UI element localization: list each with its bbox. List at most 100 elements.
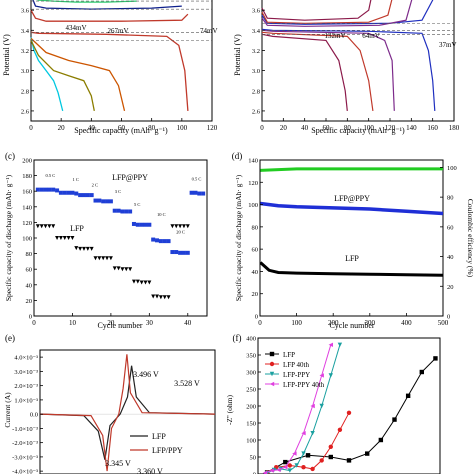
panel-d-xtick-label: 200 [328, 319, 339, 327]
panel-c-point-1 [101, 256, 106, 261]
panel-c-point-1 [131, 279, 136, 284]
panel-c-point-1 [178, 224, 183, 229]
panel-c-point-1 [89, 246, 94, 251]
panel-c-point-1 [43, 224, 48, 229]
panel-c-point-1 [58, 236, 63, 240]
panel-b-xtick-label: 20 [280, 124, 288, 132]
panel-b-series-6 [261, 31, 374, 111]
panel-c-point-0 [51, 187, 56, 192]
panel-c-point-0 [151, 237, 156, 242]
panel-c-point-1 [143, 280, 148, 285]
panel-b-annotation: 64mV [362, 32, 380, 40]
panel-a-series-4 [30, 40, 95, 112]
panel-f-point-0 [365, 451, 370, 456]
panel-c-point-0 [101, 199, 106, 204]
panel-c-point-1 [158, 295, 163, 300]
panel-c-ytick-label: 200 [22, 158, 32, 165]
panel-d-ytick-label: 80 [252, 224, 259, 231]
panel-f-ytick-label: 200 [246, 404, 256, 411]
panel-c-xtick-label: 30 [146, 319, 154, 327]
panel-e-label: (e) [5, 333, 15, 343]
panel-c-point-0 [66, 190, 71, 195]
panel-c-rate-label: 3 C [115, 189, 121, 194]
panel-b-ytick-label: 3.4 [252, 28, 261, 35]
panel-f-ytick-label: 50 [250, 455, 257, 462]
panel-a-xtick-label: 0 [29, 124, 33, 132]
panel-b-ytick-label: 2.8 [252, 88, 260, 95]
panel-c-xtick-label: 0 [32, 319, 36, 327]
panel-a-series-1 [32, 0, 182, 10]
panel-d-ytick-label: 100 [248, 202, 258, 209]
panel-c-point-0 [128, 209, 133, 214]
panel-c-point-1 [181, 224, 186, 229]
panel-c-series-label: LFP [70, 224, 84, 233]
panel-c-point-1 [139, 280, 144, 285]
panel-a-series-2 [30, 9, 189, 22]
panel-f-legend-label: LFP-PPY 40th [283, 381, 325, 389]
panel-a-ytick-label: 3.2 [21, 48, 29, 55]
panel-f-point-3 [328, 342, 333, 347]
panel-c-point-0 [193, 190, 198, 195]
panel-f-point-2 [301, 451, 306, 456]
panel-c-point-0 [108, 199, 113, 204]
panel-c-rate-label: 5 C [134, 202, 140, 207]
panel-c-ytick-label: 80 [26, 251, 33, 258]
panel-a-ytick-label: 3.0 [21, 68, 29, 75]
panel-c-point-1 [108, 256, 113, 261]
panel-a-ytick-label: 3.6 [21, 8, 30, 15]
panel-c-point-0 [62, 190, 67, 195]
panel-f-point-2 [319, 403, 324, 409]
panel-c-rate-label: 20 C [176, 229, 185, 234]
panel-d-y2label: Coulombic efficiency (%) [466, 199, 474, 278]
panel-f-point-0 [328, 454, 333, 460]
panel-c-rate-label: 0.5 C [192, 176, 202, 181]
panel-f-point-2 [337, 342, 343, 347]
panel-e-annotation: 3.528 V [174, 379, 200, 388]
panel-c-point-0 [166, 239, 171, 244]
panel-c-point-1 [74, 246, 79, 251]
panel-e-legend-label: LFP [152, 432, 166, 441]
panel-f-point-1 [319, 458, 324, 463]
panel-c-point-0 [178, 250, 183, 255]
panel-b-xtick-label: 180 [449, 124, 460, 132]
panel-c-point-0 [93, 198, 98, 203]
panel-f-point-3 [310, 403, 315, 409]
panel-c-point-1 [35, 224, 40, 229]
panel-c-point-0 [170, 250, 175, 255]
panel-c-point-0 [120, 209, 125, 214]
panel-f-point-3 [283, 465, 288, 470]
panel-a-xtick-label: 120 [207, 124, 218, 132]
panel-c-point-0 [124, 209, 129, 214]
panel-f-point-2 [310, 431, 315, 436]
panel-a-annotation: 434mV [66, 24, 87, 32]
panel-b-xlabel: Specific capacity (mAh· g⁻¹) [311, 126, 405, 135]
panel-c-point-1 [97, 256, 102, 261]
panel-c-point-1 [128, 267, 133, 272]
panel-b-xtick-label: 0 [260, 124, 264, 132]
panel-f-ytick-label: 300 [246, 370, 256, 377]
panel-c-point-1 [70, 236, 75, 240]
panel-f-point-1 [301, 465, 306, 470]
panel-c-point-0 [89, 193, 94, 198]
panel-a-series-5 [30, 37, 126, 112]
panel-c-point-1 [85, 246, 90, 251]
panel-f-legend-marker [269, 371, 275, 377]
panel-f-point-0 [419, 369, 424, 375]
panel-b-ytick-label: 2.6 [252, 108, 261, 115]
panel-c-point-0 [185, 250, 190, 255]
panel-b-ylabel: Potential (V) [233, 34, 242, 76]
panel-f-legend-label: LFP-PPY [283, 371, 310, 379]
panel-f-legend-marker [269, 361, 275, 367]
panel-e-annotation: 3.360 V [137, 467, 163, 474]
panel-b-annotation: 37mV [439, 41, 457, 49]
panel-c-point-0 [135, 222, 140, 227]
panel-b-ytick-label: 3.6 [252, 8, 261, 15]
panel-c-point-0 [139, 222, 144, 227]
panel-f-point-2 [328, 373, 333, 378]
panel-f-legend-label: LFP [283, 351, 295, 359]
panel-c-point-1 [151, 294, 156, 299]
panel-f-point-0 [283, 459, 288, 465]
panel-a-series-3 [30, 37, 64, 112]
panel-c-point-0 [47, 187, 52, 192]
panel-d-ytick-label: 0 [447, 314, 450, 321]
